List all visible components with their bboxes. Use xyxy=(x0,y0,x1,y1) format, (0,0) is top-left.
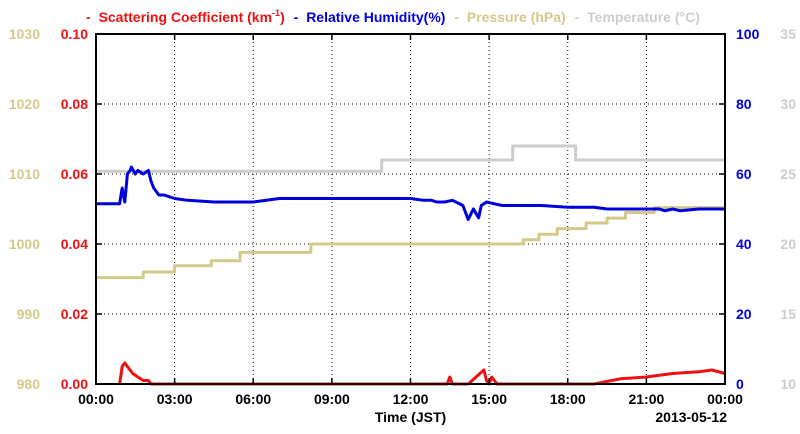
legend-pressure-prefix: - xyxy=(454,9,459,25)
legend-pressure: Pressure (hPa) xyxy=(467,9,566,25)
pressure-tick-label: 980 xyxy=(17,376,41,392)
scattering-tick-label: 0.02 xyxy=(61,306,88,322)
pressure-tick-label: 990 xyxy=(17,306,41,322)
legend-temperature-prefix: - xyxy=(575,9,580,25)
x-tick-label: 12:00 xyxy=(393,391,429,407)
humidity-tick-label: 40 xyxy=(736,236,752,252)
scattering-series-line xyxy=(118,361,726,386)
legend-scattering-sup: -1 xyxy=(272,8,280,18)
temperature-tick-label: 35 xyxy=(780,26,796,42)
temperature-tick-label: 15 xyxy=(780,306,796,322)
legend-humidity-prefix: - xyxy=(294,9,299,25)
x-tick-label: 03:00 xyxy=(157,391,193,407)
pressure-tick-label: 1000 xyxy=(9,236,40,252)
legend: - Scattering Coefficient (km-1) - Relati… xyxy=(86,8,700,25)
x-tick-label: 06:00 xyxy=(235,391,271,407)
legend-temperature: Temperature (°C) xyxy=(587,9,700,25)
scattering-tick-label: 0.06 xyxy=(61,166,88,182)
legend-scattering-suffix: ) xyxy=(280,9,285,25)
legend-humidity: Relative Humidity(%) xyxy=(306,9,445,25)
humidity-tick-label: 80 xyxy=(736,96,752,112)
pressure-tick-label: 1010 xyxy=(9,166,40,182)
x-tick-label: 00:00 xyxy=(707,391,743,407)
legend-scattering-prefix: - xyxy=(86,9,91,25)
scattering-tick-label: 0.10 xyxy=(61,26,88,42)
x-tick-label: 18:00 xyxy=(550,391,586,407)
scattering-tick-label: 0.00 xyxy=(61,376,88,392)
x-tick-label: 09:00 xyxy=(314,391,350,407)
pressure-tick-label: 1020 xyxy=(9,96,40,112)
grid xyxy=(96,34,725,384)
humidity-tick-label: 60 xyxy=(736,166,752,182)
scattering-tick-label: 0.04 xyxy=(61,236,88,252)
date-label: 2013-05-12 xyxy=(655,409,727,425)
x-tick-label: 00:00 xyxy=(78,391,114,407)
pressure-series-line xyxy=(96,206,725,280)
humidity-series-line xyxy=(96,165,725,221)
temperature-tick-label: 10 xyxy=(780,376,796,392)
temperature-tick-label: 20 xyxy=(780,236,796,252)
x-tick-label: 21:00 xyxy=(628,391,664,407)
humidity-tick-label: 100 xyxy=(736,26,760,42)
axes: 00:00 03:00 06:00 09:00 12:00 15:00 18:00 21:00… xyxy=(9,26,796,407)
x-tick-label: 15:00 xyxy=(471,391,507,407)
pressure-tick-label: 1030 xyxy=(9,26,40,42)
temperature-series-line xyxy=(96,144,725,173)
series-layer xyxy=(96,144,726,386)
x-axis-label: Time (JST) xyxy=(375,409,446,425)
humidity-tick-label: 0 xyxy=(736,376,744,392)
humidity-tick-label: 20 xyxy=(736,306,752,322)
legend-scattering: Scattering Coefficient (km xyxy=(99,9,272,25)
scattering-tick-label: 0.08 xyxy=(61,96,88,112)
temperature-tick-label: 30 xyxy=(780,96,796,112)
temperature-tick-label: 25 xyxy=(780,166,796,182)
